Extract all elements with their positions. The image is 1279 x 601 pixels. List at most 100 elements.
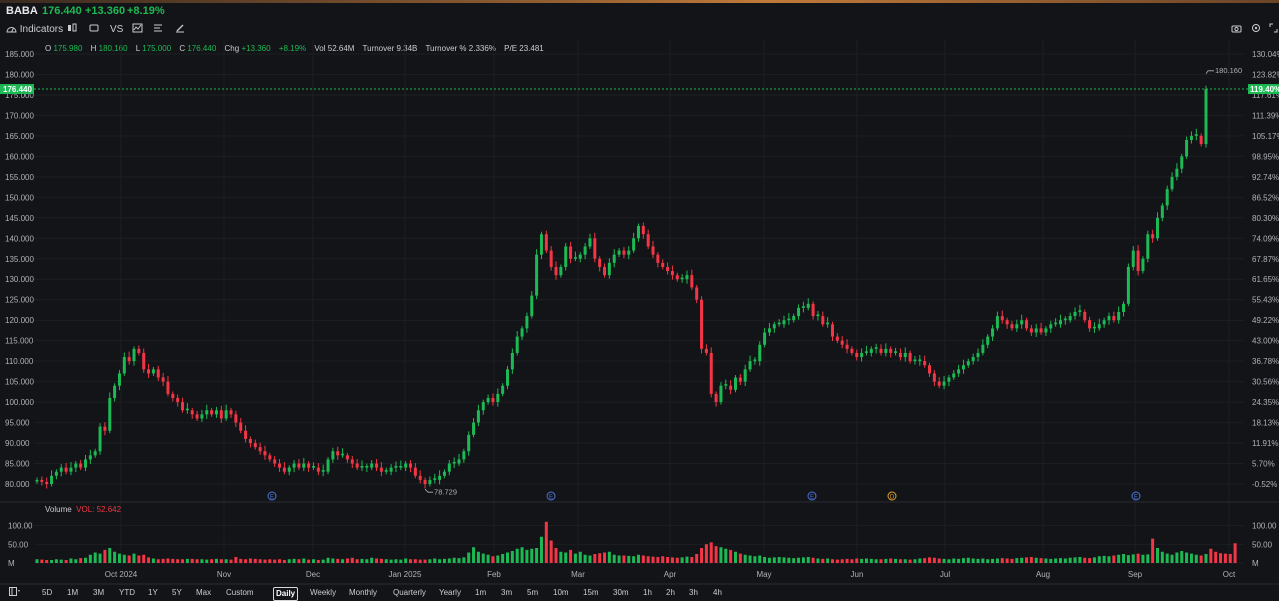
- percent-tick-label: 36.78%: [1252, 357, 1279, 366]
- volume-bar: [394, 559, 398, 563]
- volume-bar: [176, 559, 180, 563]
- high-label: H: [90, 44, 97, 53]
- candle-body: [384, 470, 388, 472]
- candlestick-type-icon[interactable]: [67, 21, 77, 39]
- candle-body: [889, 348, 893, 353]
- interval-1m[interactable]: 1m: [475, 588, 487, 597]
- candle-body: [801, 306, 805, 308]
- camera-icon[interactable]: [1231, 21, 1242, 39]
- volume-bar: [239, 558, 243, 563]
- interval-3m[interactable]: 3m: [501, 588, 513, 597]
- volume-panel-title: Volume VOL: 52.642: [45, 505, 121, 514]
- volume-bar: [1073, 557, 1077, 563]
- timeframe-1m[interactable]: 1M: [67, 588, 79, 597]
- volume-bar: [45, 560, 49, 563]
- volume-bar: [1117, 554, 1121, 563]
- indicators-button[interactable]: Indicators: [6, 21, 63, 39]
- candle-body: [389, 467, 393, 472]
- timeframe-1y[interactable]: 1Y: [148, 588, 158, 597]
- timeframe-5d[interactable]: 5D: [42, 588, 53, 597]
- interval-1h[interactable]: 1h: [643, 588, 652, 597]
- candle-body: [690, 275, 694, 288]
- settings-icon[interactable]: [1251, 21, 1261, 39]
- price-overlay: 176.440 119.40% 180.160 78.729: [0, 66, 1279, 497]
- turnover-label: Turnover: [362, 44, 395, 53]
- price-chart[interactable]: 185.000 180.000 175.000 170.000 165.000 160.0…: [0, 0, 1279, 586]
- interval-30m[interactable]: 30m: [613, 588, 629, 597]
- volume-bar: [404, 558, 408, 563]
- current-percent-tag-label: 119.40%: [1250, 85, 1279, 94]
- volume-bar: [792, 558, 796, 563]
- percent-tick-label: 98.95%: [1252, 152, 1279, 161]
- percent-tick-label: 11.91%: [1252, 439, 1279, 448]
- interval-10m[interactable]: 10m: [553, 588, 569, 597]
- volume-bar: [598, 553, 602, 563]
- quote-header: BABA 176.440 +13.360 +8.19%: [0, 3, 1279, 20]
- candle-body: [79, 463, 83, 468]
- time-axis: Oct 2024 Nov Dec Jan 2025 Feb Mar Apr May Jun Jul…: [105, 570, 1236, 579]
- candle-body: [627, 250, 631, 255]
- compare-button[interactable]: VS: [110, 24, 124, 35]
- percent-tick-label: 92.74%: [1252, 173, 1279, 182]
- volume-bar: [656, 557, 660, 563]
- volume-bar: [1000, 558, 1004, 563]
- candle-body: [248, 438, 252, 444]
- timeframe-5y[interactable]: 5Y: [172, 588, 182, 597]
- align-icon[interactable]: [153, 21, 163, 39]
- open-value: 175.980: [53, 44, 83, 53]
- candle-body: [161, 377, 165, 382]
- period-weekly[interactable]: Weekly: [310, 588, 337, 597]
- volume-bar: [59, 559, 63, 563]
- candle-body: [1175, 168, 1179, 177]
- candle-body: [884, 348, 888, 353]
- volume-bar: [991, 558, 995, 563]
- candle-body: [821, 316, 825, 325]
- period-monthly[interactable]: Monthly: [349, 588, 378, 597]
- candle-body: [423, 479, 427, 484]
- candle-body: [214, 410, 218, 415]
- volume-bar: [617, 555, 621, 563]
- volume-bar: [1204, 554, 1208, 563]
- candle-body: [564, 246, 568, 267]
- timeframe-ytd[interactable]: YTD: [119, 588, 135, 597]
- timeframe-max[interactable]: Max: [196, 588, 212, 597]
- interval-15m[interactable]: 15m: [583, 588, 599, 597]
- timeframe-3m[interactable]: 3M: [93, 588, 105, 597]
- volume-bar: [341, 559, 345, 563]
- volume-bar: [966, 557, 970, 563]
- candle-body: [622, 250, 626, 255]
- interval-2h[interactable]: 2h: [666, 588, 675, 597]
- candle-body: [559, 266, 563, 276]
- interval-3h[interactable]: 3h: [689, 588, 698, 597]
- line-chart-icon[interactable]: [132, 21, 143, 39]
- volume-bar: [263, 559, 267, 563]
- interval-5m[interactable]: 5m: [527, 588, 539, 597]
- candle-body: [515, 336, 519, 353]
- volume-bar: [1151, 538, 1155, 563]
- volume-bar: [675, 557, 679, 563]
- candle-body: [297, 463, 301, 468]
- period-quarterly[interactable]: Quarterly: [393, 588, 426, 597]
- volume-bar: [1209, 548, 1213, 563]
- candle-body: [1088, 320, 1092, 329]
- candle-body: [792, 316, 796, 321]
- volume-bar: [850, 559, 854, 563]
- candle-body: [1141, 258, 1145, 272]
- volume-bar: [88, 554, 92, 563]
- candle-body: [535, 254, 539, 296]
- period-yearly[interactable]: Yearly: [439, 588, 461, 597]
- volume-bar: [501, 554, 505, 563]
- candle-body: [1185, 140, 1189, 157]
- candle-body: [40, 479, 44, 482]
- panel-toggle-icon[interactable]: [7, 587, 23, 599]
- timeframe-custom[interactable]: Custom: [226, 588, 254, 597]
- period-daily[interactable]: Daily: [273, 587, 299, 601]
- fullscreen-icon[interactable]: [1269, 21, 1278, 39]
- layout-icon[interactable]: [89, 21, 99, 39]
- candle-body: [1131, 250, 1135, 267]
- candle-body: [913, 359, 917, 362]
- interval-4h[interactable]: 4h: [713, 588, 722, 597]
- candle-body: [971, 357, 975, 362]
- ticker-symbol[interactable]: BABA: [6, 5, 38, 17]
- draw-pen-icon[interactable]: [175, 21, 185, 39]
